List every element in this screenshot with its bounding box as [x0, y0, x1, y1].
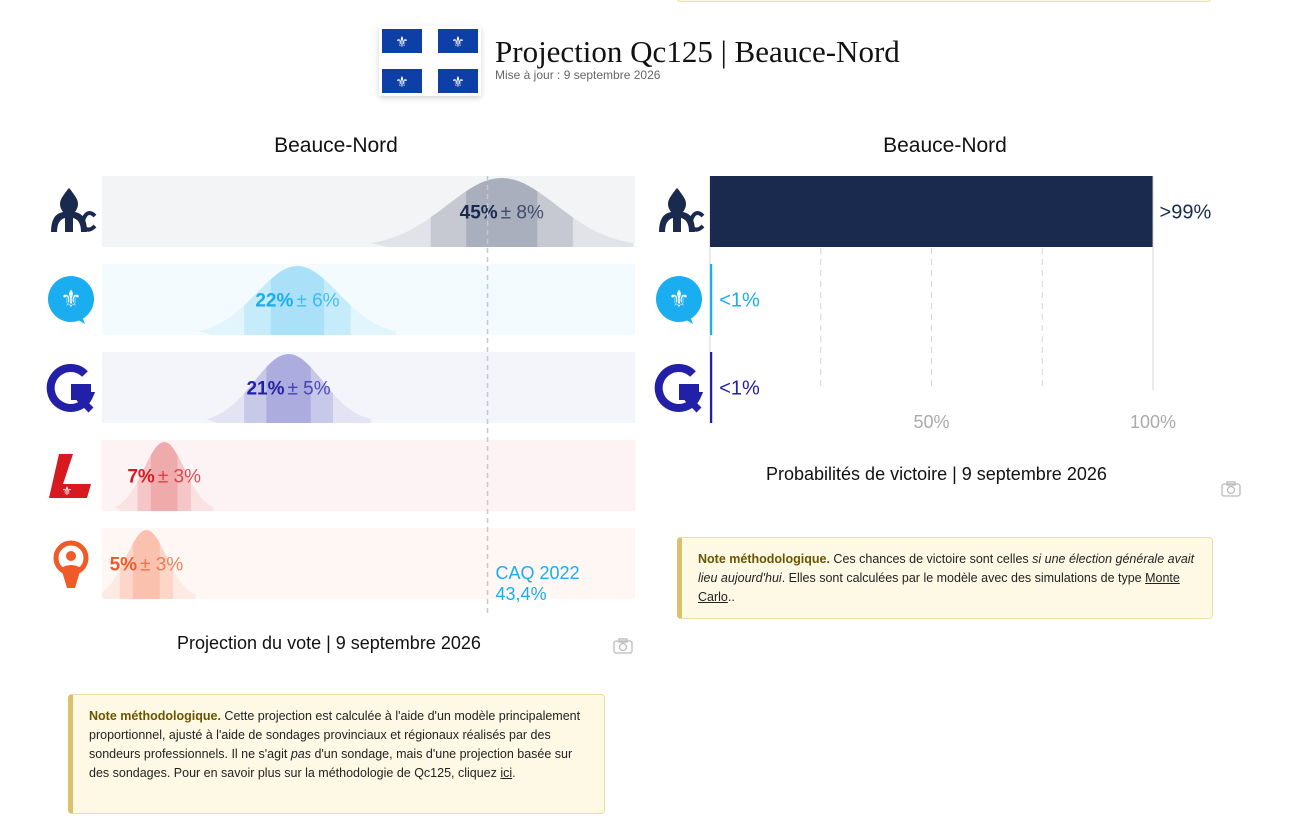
win-value-label: <1%: [719, 290, 760, 312]
quebec-flag-icon: ⚜ ⚜ ⚜ ⚜: [379, 26, 481, 96]
x-tick-label: 100%: [1130, 412, 1176, 432]
row-background: [102, 528, 635, 599]
win-bar-pq: [710, 264, 713, 335]
vote-share: 5%: [110, 555, 138, 576]
row-background: [102, 440, 635, 511]
vote-value-label: 22% ± 6%: [255, 291, 339, 312]
qs-logo-icon: [45, 538, 97, 590]
margin-band-inner: [266, 354, 311, 423]
vote-share: 7%: [127, 467, 155, 488]
previous-note-box: [676, 0, 1212, 2]
margin-band-inner: [133, 530, 160, 599]
note-text: . Elles sont calculées par le modèle ave…: [781, 571, 1146, 585]
plq-logo-icon: ⚜: [45, 450, 97, 502]
vote-chart-title: Beauce-Nord: [274, 134, 398, 157]
win-methodology-note: Note méthodologique. Ces chances de vict…: [677, 537, 1213, 619]
note-text: Ces chances de victoire sont celles: [829, 552, 1033, 566]
row-background: [102, 176, 635, 247]
note-text: d'un sondage, mais d'une projection basé…: [89, 747, 573, 780]
row-background: [102, 264, 635, 335]
pq-logo-icon: ⚜: [45, 274, 97, 326]
reference-value: 43,4%: [496, 584, 547, 604]
vote-value-label: 7% ± 3%: [127, 467, 201, 488]
vote-share: 21%: [246, 379, 284, 400]
svg-text:⚜: ⚜: [451, 33, 464, 51]
vote-value-label: 5% ± 3%: [110, 555, 184, 576]
note-emphasis: si une élection générale avait lieu aujo…: [698, 552, 1195, 585]
pq-logo-icon: ⚜: [653, 274, 705, 326]
monte-carlo-link[interactable]: Monte Carlo: [698, 571, 1180, 604]
margin-band-inner: [466, 178, 538, 247]
svg-text:⚜: ⚜: [395, 33, 408, 51]
caq-logo-icon: [45, 186, 97, 238]
note-text: ..: [727, 590, 735, 604]
svg-text:⚜: ⚜: [395, 73, 408, 91]
vote-row-caq: 45% ± 8%: [102, 176, 635, 247]
vote-margin: ± 5%: [287, 379, 330, 400]
update-date: Mise à jour : 9 septembre 2026: [495, 68, 661, 82]
distribution-curve: [199, 266, 396, 335]
page-title: Projection Qc125 | Beauce-Nord: [495, 34, 900, 69]
win-probability-chart: >99% <1% <1% 50% 100%: [709, 176, 1212, 432]
vote-margin: ± 6%: [296, 291, 339, 312]
vote-share: 45%: [460, 203, 498, 224]
win-chart-caption: Probabilités de victoire | 9 septembre 2…: [766, 464, 1107, 484]
distribution-curve: [102, 530, 196, 599]
note-lead: Note méthodologique.: [89, 709, 221, 723]
win-bar-caq: [710, 176, 1153, 247]
win-bar-pcq: [710, 352, 713, 423]
svg-text:⚜: ⚜: [60, 285, 82, 313]
vote-margin: ± 3%: [140, 555, 183, 576]
win-chart-title: Beauce-Nord: [883, 134, 1007, 157]
svg-text:⚜: ⚜: [62, 484, 73, 498]
camera-icon[interactable]: [1221, 481, 1241, 497]
note-lead: Note méthodologique.: [698, 552, 830, 566]
margin-band-inner: [270, 266, 325, 335]
win-value-label: <1%: [719, 378, 760, 400]
vote-row-pq: 22% ± 6%: [102, 264, 635, 335]
pcq-logo-icon: [653, 362, 705, 414]
distribution-curve: [114, 442, 214, 511]
note-text: .: [512, 766, 516, 780]
caq-logo-icon: [653, 186, 705, 238]
vote-row-qs: 5% ± 3%: [102, 528, 635, 599]
vote-row-plq: 7% ± 3%: [102, 440, 635, 511]
distribution-curve: [370, 178, 633, 247]
note-text: Cette projection est calculée à l'aide d…: [89, 709, 581, 761]
reference-label: CAQ 2022: [496, 563, 580, 583]
vote-margin: ± 8%: [501, 203, 544, 224]
note-emphasis: pas: [290, 747, 311, 761]
vote-margin: ± 3%: [158, 467, 201, 488]
x-tick-label: 50%: [913, 412, 949, 432]
vote-share: 22%: [255, 291, 293, 312]
row-background: [102, 352, 635, 423]
svg-text:⚜: ⚜: [668, 285, 690, 313]
vote-methodology-note: Note méthodologique. Cette projection es…: [68, 694, 605, 814]
distribution-curve: [206, 354, 371, 423]
methodology-link[interactable]: ici: [500, 766, 513, 780]
win-value-label: >99%: [1160, 202, 1212, 224]
camera-icon[interactable]: [613, 638, 633, 654]
vote-chart-caption: Projection du vote | 9 septembre 2026: [177, 633, 481, 653]
vote-projection-chart: 45% ± 8%22% ± 6%21% ± 5%7% ± 3%5% ± 3% CAQ 202…: [102, 176, 635, 616]
vote-value-label: 45% ± 8%: [460, 203, 544, 224]
vote-row-pcq: 21% ± 5%: [102, 352, 635, 423]
pcq-logo-icon: [45, 362, 97, 414]
svg-text:⚜: ⚜: [451, 73, 464, 91]
margin-band-inner: [150, 442, 178, 511]
vote-value-label: 21% ± 5%: [246, 379, 330, 400]
